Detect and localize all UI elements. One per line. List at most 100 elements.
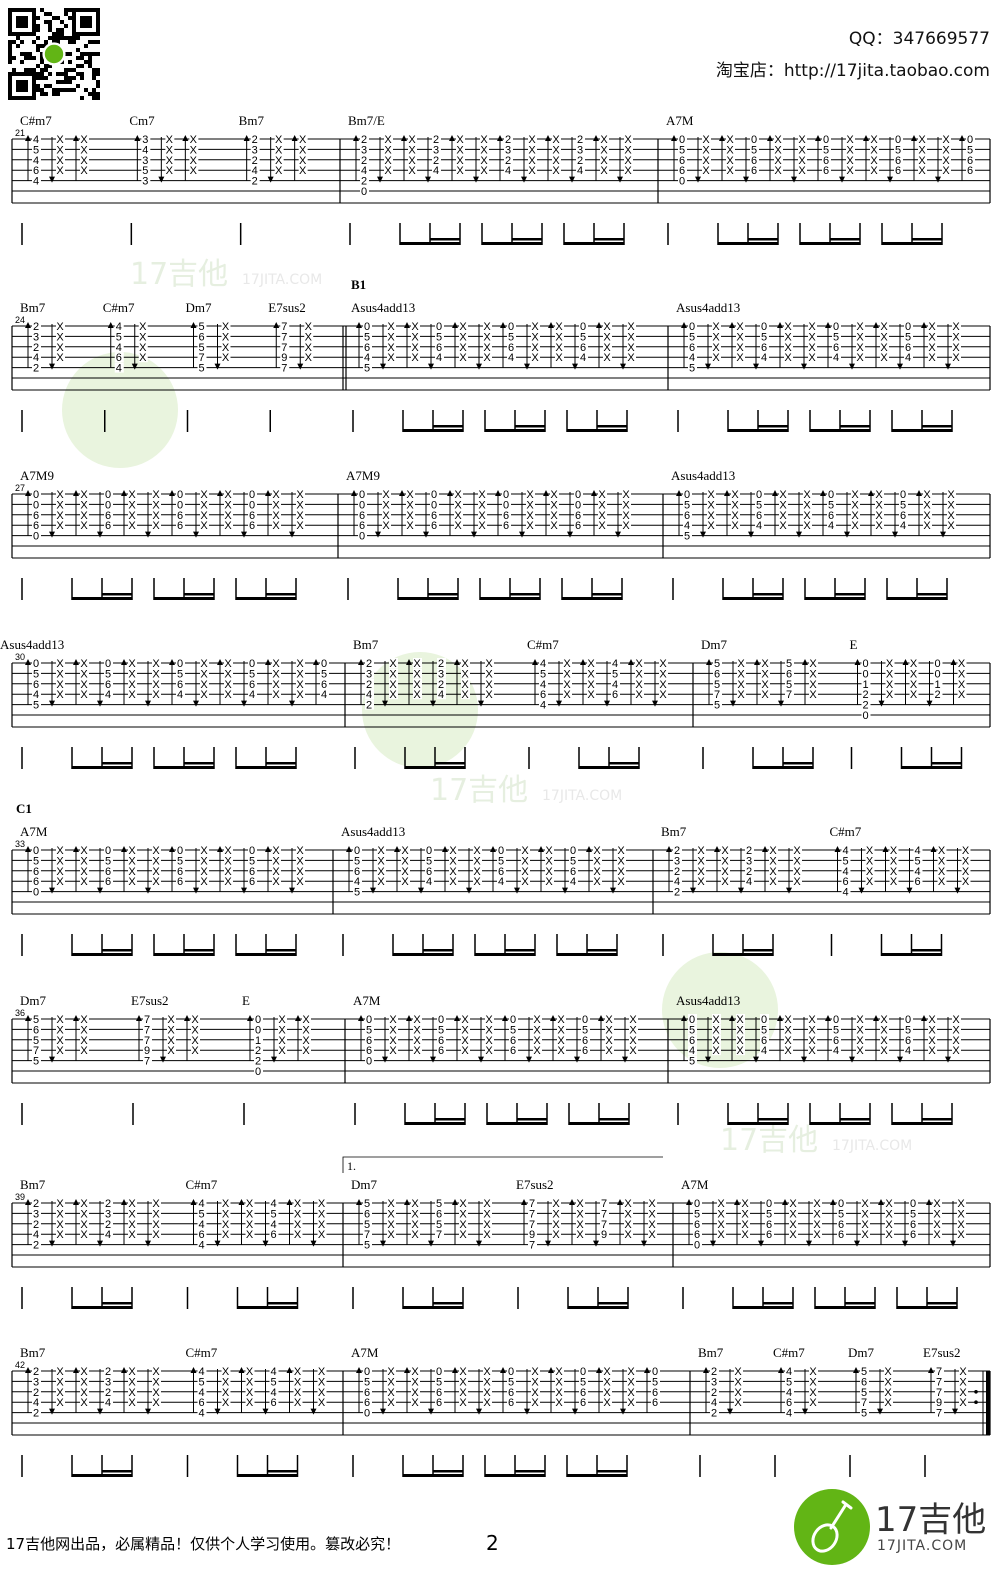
mute-mark: X: [741, 1219, 749, 1231]
fret-bg: [880, 321, 889, 331]
fret-bg: [507, 352, 516, 363]
fret-number: 6: [366, 1035, 372, 1047]
fret-bg: [296, 668, 305, 679]
fret-number: 5: [689, 1056, 695, 1068]
fret-bg: [712, 1014, 721, 1024]
mute-mark: X: [555, 331, 563, 343]
mute-mark: X: [56, 689, 64, 701]
fret-bg: [200, 668, 209, 679]
chord-name: E: [242, 993, 250, 1008]
mute-mark: X: [856, 1035, 864, 1047]
strum-down-arrow-icon: [382, 1056, 388, 1063]
fret-bg: [32, 855, 41, 866]
mute-mark: X: [947, 510, 955, 522]
qr-module: [40, 8, 44, 12]
strum-down-arrow-icon: [849, 1056, 855, 1063]
fret-bg: [430, 509, 439, 520]
fret-bg: [961, 865, 971, 876]
fret-bg: [557, 1034, 566, 1045]
note-beam: [405, 766, 465, 769]
measure-number: 21: [15, 128, 25, 138]
fret-bg: [798, 134, 807, 144]
chord-name: Bm7: [353, 637, 379, 652]
strum-down-arrow-icon: [193, 531, 199, 538]
mute-mark: X: [128, 1387, 136, 1399]
fret-bg: [785, 678, 794, 689]
shop-link[interactable]: 淘宝店：http://17jita.taobao.com: [715, 61, 990, 81]
fret-number: 6: [580, 342, 586, 354]
qr-finder: [8, 72, 36, 100]
rhythm-group: [347, 578, 623, 600]
mute-mark: X: [697, 845, 705, 857]
fret-bg: [411, 1218, 420, 1229]
qr-module: [40, 92, 44, 96]
fret-number: 0: [364, 1366, 370, 1378]
fret-bg: [937, 845, 947, 855]
fret-number: 6: [761, 1035, 767, 1047]
chord-name: A7M: [351, 1345, 379, 1360]
fret-number: 4: [198, 1240, 204, 1252]
tab-system: 42Bm723242XXXXXXXX2324XXXXXXXXC#m745464X…: [11, 1345, 991, 1477]
mute-mark: X: [707, 510, 715, 522]
note-beam: [931, 762, 962, 765]
fret-number: 4: [900, 520, 906, 532]
fret-number: 4: [540, 658, 546, 670]
mute-mark: X: [56, 1045, 64, 1057]
mute-mark: X: [278, 1014, 286, 1026]
fret-bg: [904, 1014, 913, 1024]
fret-bg: [528, 144, 537, 155]
fret-number: 6: [503, 520, 509, 532]
qr-module: [64, 8, 68, 12]
mute-mark: X: [152, 668, 160, 680]
note-beam: [897, 1306, 957, 1309]
strum-down-arrow-icon: [289, 531, 295, 538]
mute-mark: X: [152, 1219, 160, 1231]
fret-bg: [248, 865, 257, 876]
fret-number: 0: [679, 176, 685, 188]
fret-bg: [302, 1024, 311, 1035]
fret-bg: [406, 489, 415, 499]
fret-bg: [629, 1045, 638, 1056]
fret-bg: [808, 1014, 817, 1024]
mute-mark: X: [56, 321, 64, 333]
mute-mark: X: [299, 144, 307, 156]
fret-bg: [952, 1045, 961, 1056]
mute-mark: X: [761, 668, 769, 680]
fret-number: 2: [366, 658, 372, 670]
strum-down-arrow-icon: [131, 363, 138, 370]
fret-bg: [822, 134, 831, 144]
fret-bg: [966, 165, 975, 176]
fret-bg: [507, 1386, 516, 1397]
footer-notice: 17吉他网出品，必属精品！仅供个人学习使用。篡改必究！: [6, 1535, 401, 1553]
fret-bg: [387, 321, 396, 331]
fret-bg: [254, 1024, 263, 1035]
mute-mark: X: [627, 1366, 635, 1378]
mute-mark: X: [224, 845, 232, 857]
fret-number: 7: [529, 1198, 535, 1210]
fret-bg: [736, 352, 745, 363]
mute-mark: X: [454, 510, 462, 522]
mute-mark: X: [152, 510, 160, 522]
qr-module: [8, 40, 12, 44]
fret-number: 6: [861, 1376, 867, 1388]
strum-down-arrow-icon: [778, 700, 784, 707]
mute-mark: X: [80, 499, 88, 511]
strum-up-arrow-icon: [121, 846, 127, 852]
fret-bg: [454, 489, 463, 499]
fret-bg: [933, 689, 943, 700]
fret-bg: [935, 1366, 944, 1376]
fret-bg: [387, 1397, 396, 1408]
strum-up-arrow-icon: [644, 1367, 650, 1373]
fret-bg: [928, 331, 937, 342]
chord-name: Bm7: [20, 1345, 46, 1360]
qr-module: [40, 68, 44, 72]
fret-bg: [272, 668, 281, 679]
fret-number: 6: [714, 668, 720, 680]
note-beam: [237, 1306, 298, 1309]
mute-mark: X: [769, 855, 777, 867]
strum-down-arrow-icon: [476, 363, 482, 370]
strum-up-arrow-icon: [73, 659, 79, 665]
fret-bg: [784, 1034, 793, 1045]
mute-mark: X: [152, 1397, 160, 1409]
fret-bg: [785, 1407, 794, 1418]
